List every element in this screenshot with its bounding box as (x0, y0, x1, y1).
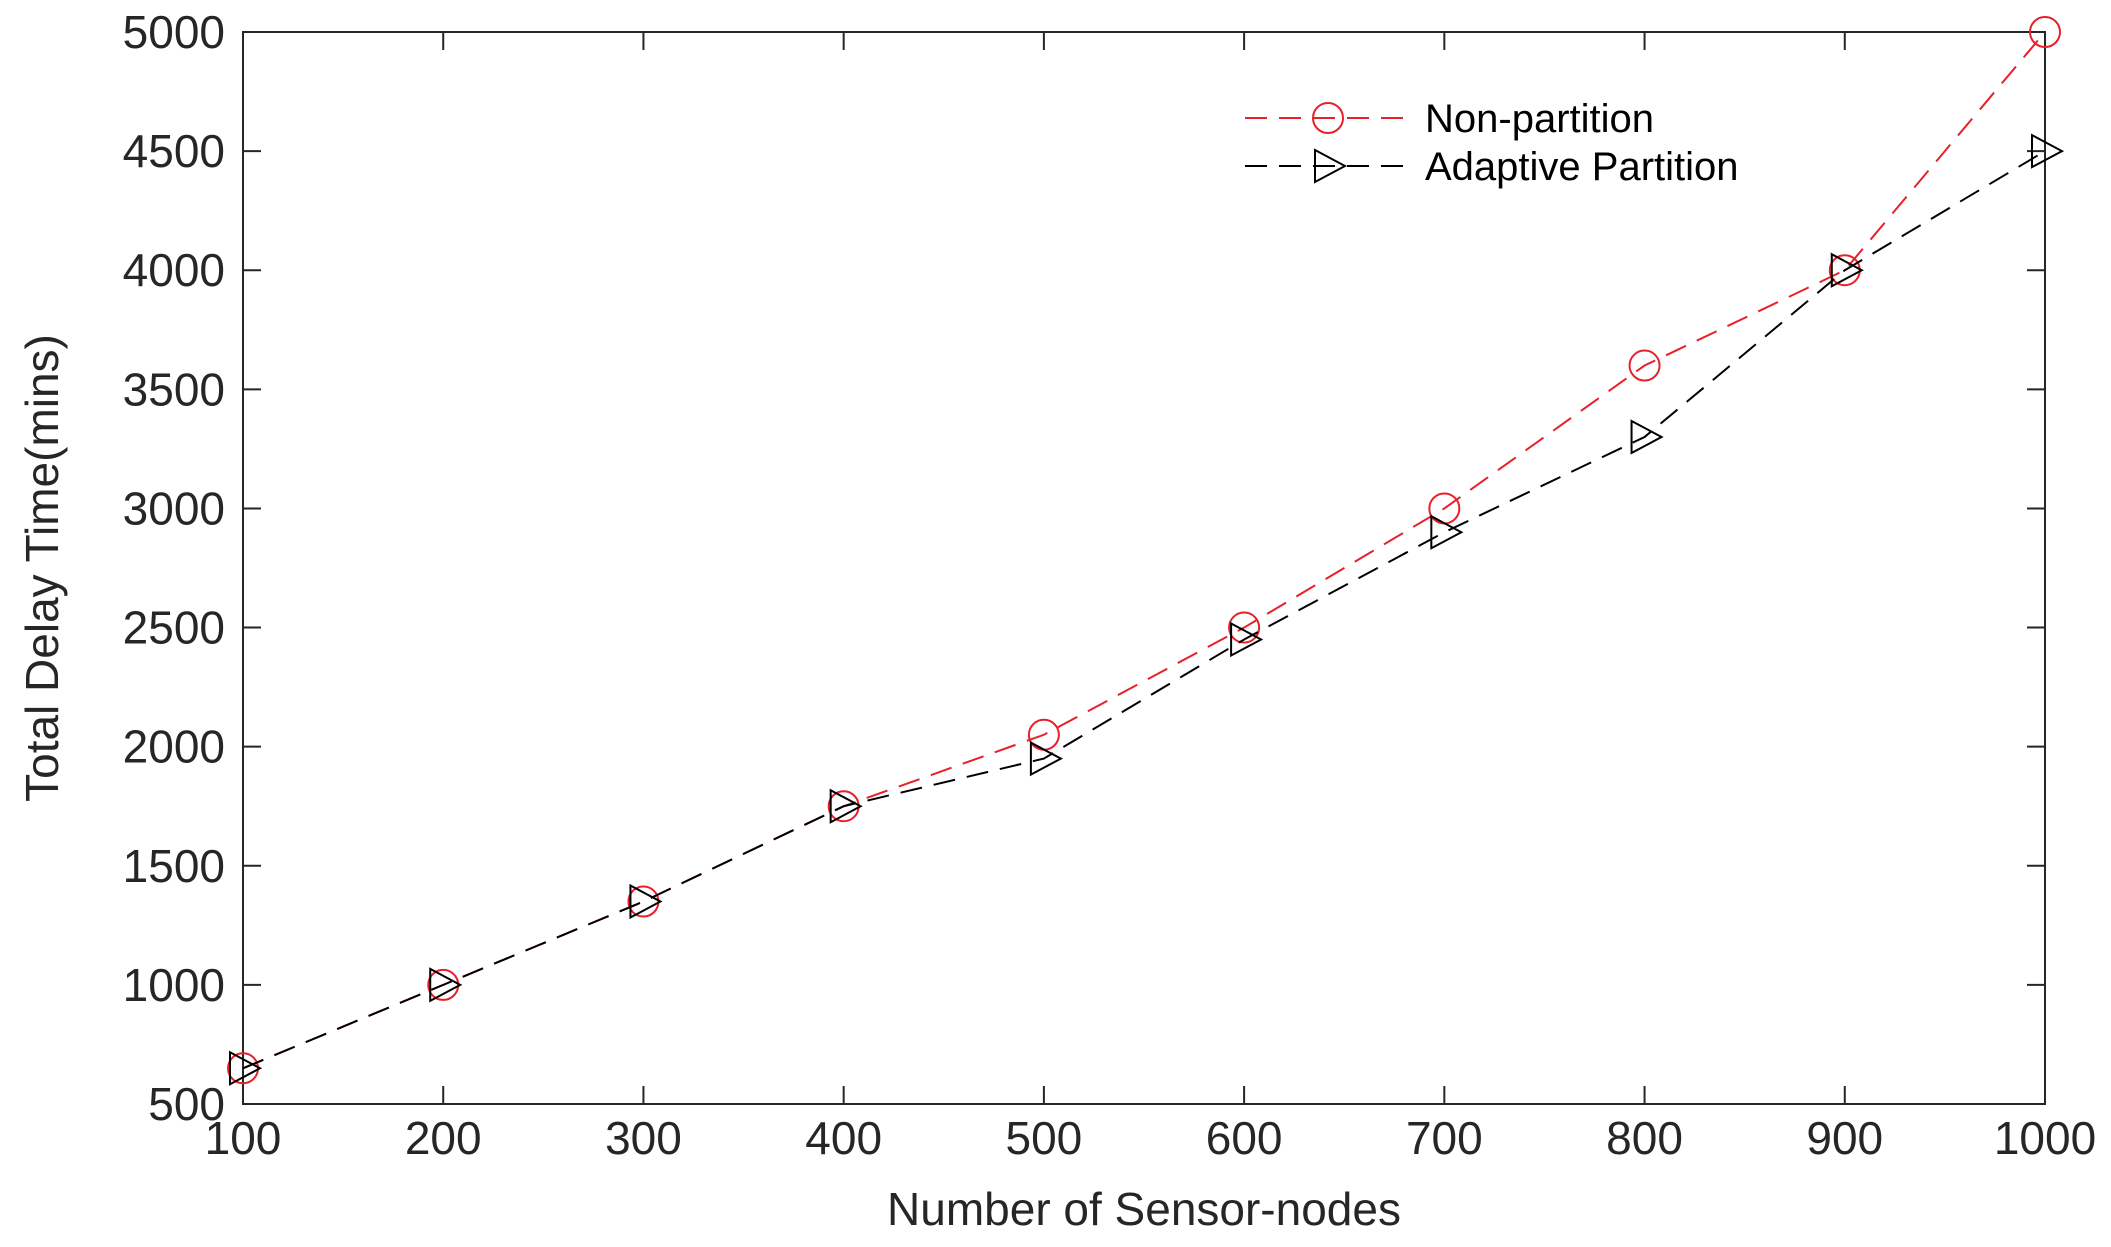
y-tick-label: 2500 (123, 602, 225, 654)
legend-entry: Non-partition (1245, 97, 1654, 141)
y-tick-label: 2000 (123, 721, 225, 773)
x-tick-label: 700 (1406, 1112, 1483, 1164)
series-layer (227, 16, 2065, 1086)
x-axis-label: Number of Sensor-nodes (887, 1183, 1401, 1235)
series-2 (229, 133, 2065, 1086)
y-tick-label: 3500 (123, 363, 225, 415)
x-tick-label: 800 (1606, 1112, 1683, 1164)
data-point (1230, 621, 1264, 658)
axis-ticks: 100 200 300 400 500 600 700 800 900 1000 500 1000 15… (123, 6, 2097, 1164)
y-tick-label: 1500 (123, 840, 225, 892)
legend-marker (1314, 148, 1348, 184)
data-point (1228, 611, 1261, 644)
data-point (829, 788, 863, 824)
plot-area (242, 31, 2046, 1105)
data-point (2031, 133, 2065, 169)
x-tick-label: 400 (805, 1112, 882, 1164)
data-point (229, 1050, 263, 1086)
x-tick-label: 500 (1006, 1112, 1083, 1164)
x-tick-label: 1000 (1994, 1112, 2096, 1164)
data-point (1830, 252, 1864, 288)
y-tick-label: 4500 (123, 125, 225, 177)
data-point (1630, 419, 1664, 455)
legend-entry: Adaptive Partition (1245, 145, 1739, 189)
data-point (1029, 740, 1064, 777)
y-axis-label: Total Delay Time(mins) (16, 334, 68, 802)
legend-label: Adaptive Partition (1425, 145, 1739, 189)
legend-label: Non-partition (1425, 97, 1654, 141)
data-point (1430, 514, 1464, 550)
series-line (242, 150, 2046, 1070)
data-point (629, 883, 663, 920)
data-point (2029, 16, 2061, 48)
y-tick-label: 500 (148, 1078, 225, 1130)
x-tick-label: 100 (205, 1112, 282, 1164)
y-tick-label: 4000 (123, 244, 225, 296)
x-tick-label: 200 (405, 1112, 482, 1164)
y-tick-label: 5000 (123, 6, 225, 58)
legend-marker (1312, 102, 1344, 134)
data-point (429, 967, 463, 1003)
x-tick-label: 600 (1206, 1112, 1283, 1164)
data-point (1628, 349, 1661, 382)
y-tick-label: 3000 (123, 482, 225, 534)
x-tick-label: 300 (605, 1112, 682, 1164)
x-tick-label: 900 (1806, 1112, 1883, 1164)
y-tick-label: 1000 (123, 959, 225, 1011)
